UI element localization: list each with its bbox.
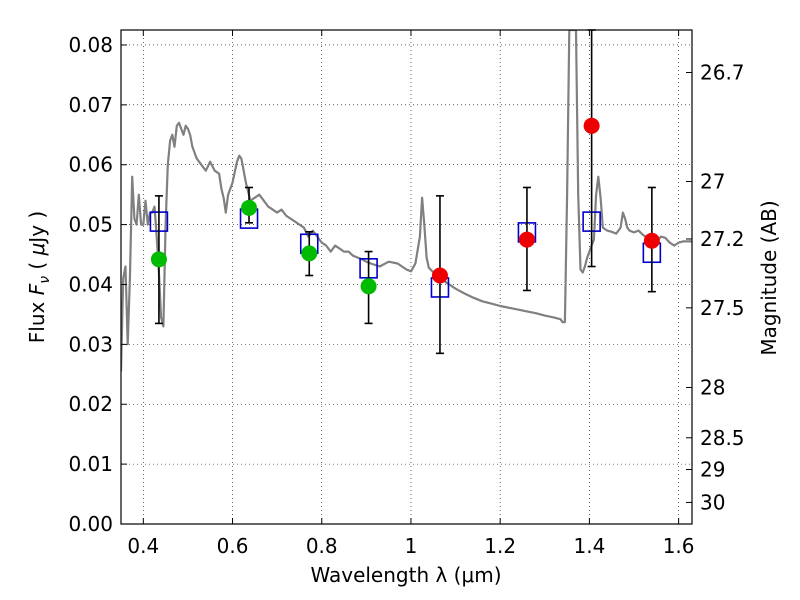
x-tick-label: 1 bbox=[405, 534, 418, 558]
y-tick-label: 0.03 bbox=[68, 332, 113, 356]
x-tick-label: 0.6 bbox=[217, 534, 249, 558]
observed-point-green bbox=[360, 278, 377, 295]
y2-tick-label: 27.5 bbox=[700, 296, 745, 320]
observed-points-layer bbox=[150, 117, 660, 295]
y-axis-ticks: 0.00 0.01 0.02 0.03 0.04 0.05 0.06 0.07 0.08 bbox=[68, 33, 127, 536]
y2-axis-title: Magnitude (AB) bbox=[757, 200, 781, 355]
y-tick-label: 0.07 bbox=[68, 93, 113, 117]
y2-axis-ticks: 26.7 27 27.2 27.5 28 28.5 29 30 bbox=[686, 61, 745, 514]
y-tick-label: 0.00 bbox=[68, 512, 113, 536]
model-spectrum-layer bbox=[121, 30, 692, 372]
y2-tick-label: 30 bbox=[700, 490, 725, 514]
x-tick-label: 1.6 bbox=[663, 534, 695, 558]
observed-point-red bbox=[431, 267, 448, 284]
y2-tick-label: 27.2 bbox=[700, 227, 745, 251]
observed-point-green bbox=[150, 251, 167, 268]
observed-point-red bbox=[518, 231, 535, 248]
plot-background bbox=[121, 30, 692, 524]
y-axis-title: Flux Fν ( μJy ) bbox=[25, 211, 53, 343]
x-tick-label: 0.4 bbox=[127, 534, 159, 558]
model-spectrum-line bbox=[121, 30, 692, 372]
y-tick-label: 0.04 bbox=[68, 272, 113, 296]
y-tick-label: 0.01 bbox=[68, 452, 113, 476]
y2-tick-label: 28 bbox=[700, 375, 725, 399]
x-tick-label: 0.8 bbox=[306, 534, 338, 558]
observed-point-red bbox=[583, 117, 600, 134]
plot-frame bbox=[120, 29, 693, 525]
y-tick-label: 0.02 bbox=[68, 392, 113, 416]
y2-tick-label: 29 bbox=[700, 458, 725, 482]
y2-tick-label: 28.5 bbox=[700, 426, 745, 450]
y-tick-label: 0.06 bbox=[68, 153, 113, 177]
y-tick-label: 0.05 bbox=[68, 213, 113, 237]
y2-tick-label: 26.7 bbox=[700, 61, 745, 85]
x-axis-ticks: 0.4 0.6 0.8 1 1.2 1.4 1.6 bbox=[127, 30, 695, 558]
observed-point-green bbox=[241, 199, 258, 216]
observed-point-green bbox=[301, 245, 318, 262]
x-axis-title: Wavelength λ (μm) bbox=[310, 563, 501, 587]
y2-tick-label: 27 bbox=[700, 169, 725, 193]
x-tick-label: 1.4 bbox=[573, 534, 605, 558]
y-tick-label: 0.08 bbox=[68, 33, 113, 57]
observed-point-red bbox=[643, 232, 660, 249]
x-tick-label: 1.2 bbox=[484, 534, 516, 558]
